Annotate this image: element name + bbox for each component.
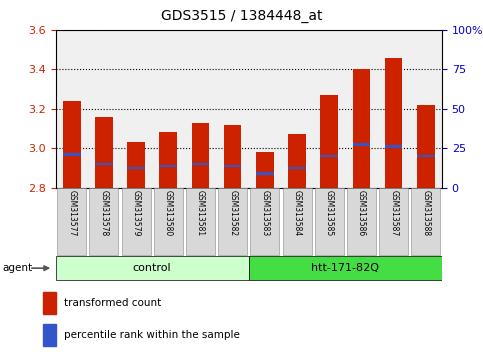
Bar: [186, 188, 215, 255]
Bar: [353, 143, 370, 146]
Bar: [43, 292, 56, 314]
Bar: [283, 188, 312, 255]
Bar: [218, 188, 247, 255]
Bar: [95, 162, 113, 165]
Bar: [249, 256, 442, 280]
Bar: [224, 125, 242, 188]
Text: GSM313586: GSM313586: [357, 190, 366, 236]
Bar: [63, 153, 81, 155]
Bar: [57, 188, 86, 255]
Bar: [43, 324, 56, 346]
Text: transformed count: transformed count: [64, 298, 161, 308]
Bar: [347, 188, 376, 255]
Bar: [154, 188, 183, 255]
Bar: [320, 95, 338, 188]
Bar: [385, 145, 402, 148]
Text: GSM313580: GSM313580: [164, 190, 173, 236]
Bar: [315, 188, 344, 255]
Bar: [192, 162, 209, 165]
Bar: [417, 155, 435, 158]
Bar: [417, 105, 435, 188]
Text: agent: agent: [2, 263, 32, 273]
Bar: [122, 188, 151, 255]
Text: GSM313585: GSM313585: [325, 190, 334, 236]
Text: percentile rank within the sample: percentile rank within the sample: [64, 330, 240, 340]
Text: GDS3515 / 1384448_at: GDS3515 / 1384448_at: [161, 9, 322, 23]
Text: GSM313579: GSM313579: [131, 190, 141, 237]
Bar: [56, 256, 249, 280]
Bar: [159, 165, 177, 167]
Text: GSM313582: GSM313582: [228, 190, 237, 236]
Bar: [192, 122, 209, 188]
Bar: [159, 132, 177, 188]
Text: GSM313578: GSM313578: [99, 190, 108, 236]
Text: GSM313581: GSM313581: [196, 190, 205, 236]
Bar: [288, 135, 306, 188]
Bar: [63, 101, 81, 188]
Bar: [89, 188, 118, 255]
Text: GSM313577: GSM313577: [67, 190, 76, 237]
Bar: [320, 155, 338, 158]
Bar: [256, 152, 274, 188]
Bar: [95, 117, 113, 188]
Bar: [385, 58, 402, 188]
Text: GSM313583: GSM313583: [260, 190, 270, 236]
Bar: [412, 188, 440, 255]
Bar: [288, 166, 306, 169]
Bar: [353, 69, 370, 188]
Bar: [379, 188, 408, 255]
Bar: [127, 166, 145, 169]
Bar: [224, 165, 242, 167]
Bar: [127, 142, 145, 188]
Text: htt-171-82Q: htt-171-82Q: [312, 263, 379, 273]
Text: GSM313584: GSM313584: [293, 190, 301, 236]
Bar: [250, 188, 279, 255]
Text: GSM313587: GSM313587: [389, 190, 398, 236]
Bar: [256, 172, 274, 175]
Text: GSM313588: GSM313588: [421, 190, 430, 236]
Text: control: control: [133, 263, 171, 273]
